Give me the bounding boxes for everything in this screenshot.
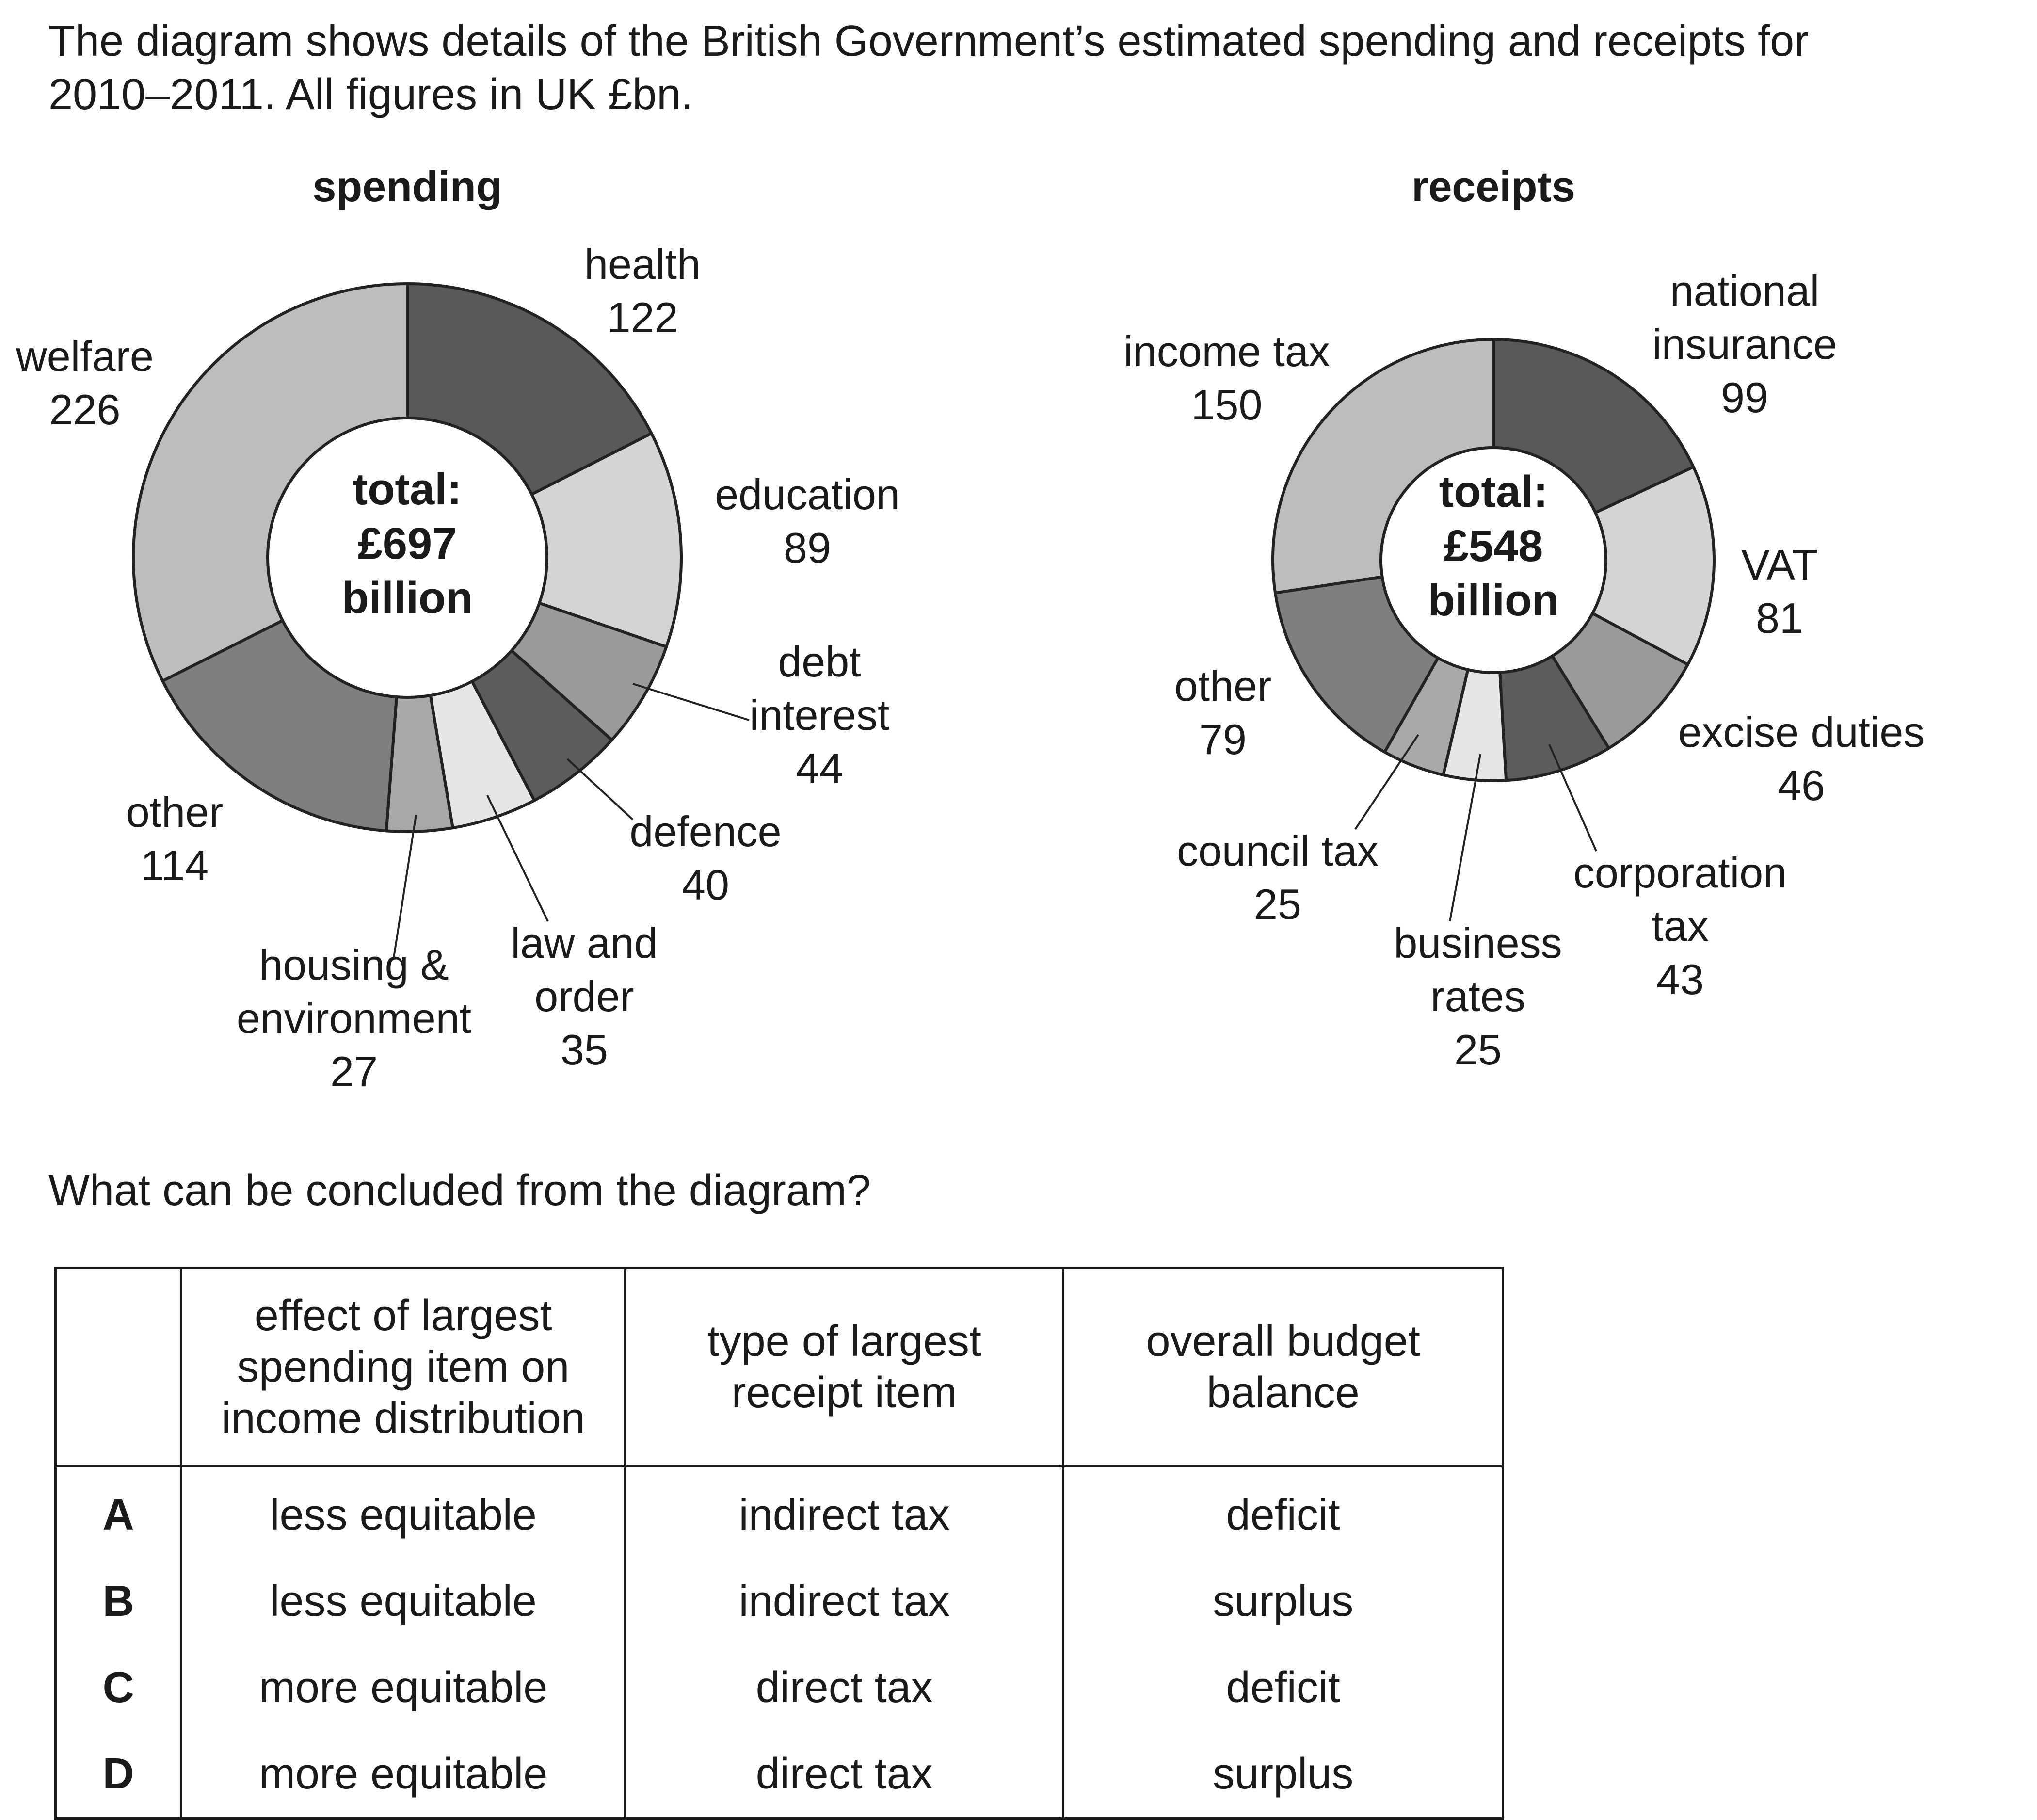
receipts-label-national-insurance: national insurance 99 — [1652, 267, 1837, 421]
intro-line-2: 2010–2011. All figures in UK £bn. — [48, 70, 693, 119]
option-letter: D — [54, 1731, 183, 1820]
spending-label-other: other 114 — [126, 788, 224, 889]
table-header-row: effect of largest spending item on incom… — [54, 1267, 1504, 1467]
table-cell: more equitable — [180, 1644, 627, 1731]
spending-label-defence: defence 40 — [629, 807, 781, 909]
spending-leader-defence — [566, 758, 634, 821]
option-letter: C — [54, 1644, 183, 1731]
spending-slice-other — [161, 619, 398, 833]
table-cell: more equitable — [180, 1731, 627, 1820]
question-text: What can be concluded from the diagram? — [48, 1166, 871, 1215]
receipts-slice-national-insurance — [1492, 338, 1695, 515]
receipts-label-corporation-tax: corporation tax 43 — [1573, 849, 1787, 1003]
spending-label-debt-interest: debt interest 44 — [750, 638, 890, 792]
spending-slice-education — [530, 432, 683, 648]
spending-title: spending — [312, 162, 502, 210]
spending-label-welfare: welfare 226 — [16, 332, 154, 434]
spending-leader-housing-and-environment — [393, 814, 417, 958]
charts-area: spending health 122 education 89 debt interest… — [16, 162, 1925, 1095]
spending-leader-debt-interest — [632, 683, 750, 721]
receipts-title: receipts — [1411, 162, 1575, 210]
receipts-center-total: total: £548 billion — [1428, 467, 1559, 625]
receipts-slice-vat — [1591, 465, 1716, 666]
receipts-label-other: other 79 — [1174, 662, 1272, 763]
receipts-label-vat: VAT 81 — [1741, 541, 1818, 642]
table-cell: deficit — [1062, 1466, 1504, 1558]
receipts-slice-other — [1274, 575, 1440, 754]
spending-chart: spending health 122 education 89 debt interest… — [16, 162, 900, 1095]
receipts-chart: receipts national insurance 99 VAT 81 excise d… — [1123, 162, 1925, 1074]
table-cell: indirect tax — [624, 1466, 1065, 1558]
table-cell: direct tax — [624, 1644, 1065, 1731]
receipts-label-income-tax: income tax 150 — [1123, 327, 1330, 429]
table-header-spending-effect: effect of largest spending item on incom… — [180, 1267, 627, 1467]
receipts-label-council-tax: council tax 25 — [1177, 827, 1379, 928]
table-row: A less equitable indirect tax deficit — [54, 1466, 1504, 1558]
table-cell: direct tax — [624, 1731, 1065, 1820]
spending-slice-health — [406, 282, 653, 496]
table-cell: less equitable — [180, 1558, 627, 1644]
spending-label-health: health 122 — [584, 240, 701, 341]
receipts-label-business-rates: business rates 25 — [1394, 919, 1562, 1074]
answer-table: effect of largest spending item on incom… — [54, 1267, 1504, 1820]
intro-line-1: The diagram shows details of the British… — [48, 17, 1809, 65]
receipts-label-excise-duties: excise duties 46 — [1678, 708, 1925, 809]
table-row: B less equitable indirect tax surplus — [54, 1558, 1504, 1644]
table-cell: deficit — [1062, 1644, 1504, 1731]
spending-center-total: total: £697 billion — [342, 465, 473, 623]
table-row: D more equitable direct tax surplus — [54, 1731, 1504, 1820]
table-cell: surplus — [1062, 1558, 1504, 1644]
table-header-budget-balance: overall budget balance — [1062, 1267, 1504, 1467]
spending-slice-welfare — [132, 282, 409, 683]
option-letter: B — [54, 1558, 183, 1644]
table-header-receipt-type: type of largest receipt item — [624, 1267, 1065, 1467]
option-letter: A — [54, 1466, 183, 1558]
table-cell: indirect tax — [624, 1558, 1065, 1644]
receipts-leader-council-tax — [1354, 734, 1419, 830]
receipts-leader-corporation-tax — [1548, 744, 1597, 852]
table-cell: less equitable — [180, 1466, 627, 1558]
spending-label-housing-and-environment: housing & environment 27 — [237, 941, 471, 1095]
receipts-leader-business-rates — [1449, 754, 1481, 922]
table-cell: surplus — [1062, 1731, 1504, 1820]
receipts-slice-income-tax — [1271, 338, 1495, 595]
intro-text: The diagram shows details of the British… — [48, 15, 1988, 121]
table-row: C more equitable direct tax deficit — [54, 1644, 1504, 1731]
spending-leader-law-and-order — [486, 795, 549, 922]
spending-label-law-and-order: law and order 35 — [511, 919, 658, 1074]
spending-label-education: education 89 — [715, 470, 900, 572]
table-header-blank — [54, 1267, 183, 1467]
